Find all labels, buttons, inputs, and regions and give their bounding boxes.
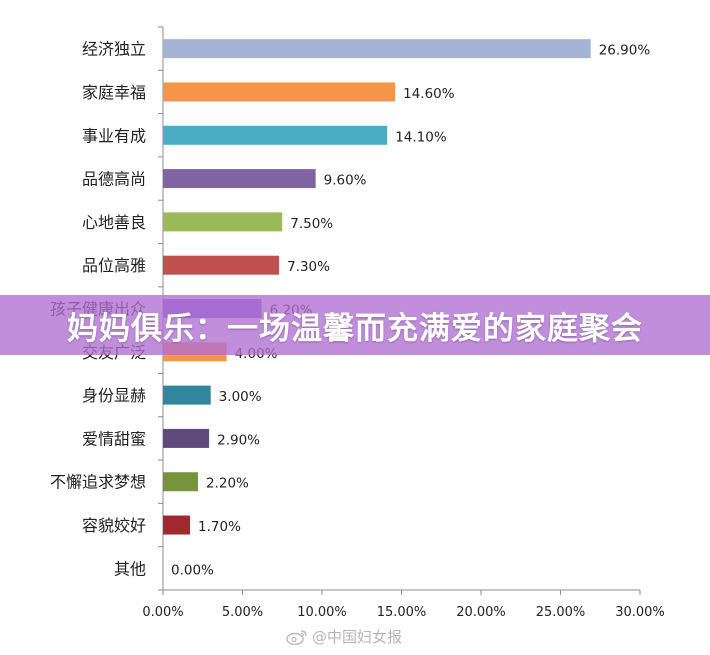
category-label: 品德高尚 bbox=[82, 170, 146, 189]
category-label: 爱情甜蜜 bbox=[82, 429, 146, 448]
bar bbox=[163, 428, 210, 448]
category-label: 经济独立 bbox=[82, 40, 146, 59]
value-label: 7.50% bbox=[290, 216, 333, 232]
x-tick-label: 30.00% bbox=[615, 605, 665, 620]
value-label: 2.20% bbox=[206, 476, 249, 492]
category-label: 容貌姣好 bbox=[82, 516, 146, 535]
value-label: 3.00% bbox=[219, 389, 262, 405]
value-label: 14.60% bbox=[403, 86, 455, 102]
watermark-text: @中国妇女报 bbox=[312, 628, 403, 646]
watermark: @中国妇女报 bbox=[286, 626, 402, 647]
bar bbox=[163, 212, 283, 232]
category-label: 心地善良 bbox=[82, 213, 146, 232]
value-label: 9.60% bbox=[324, 173, 367, 189]
category-label: 家庭幸福 bbox=[82, 83, 146, 102]
bar bbox=[163, 125, 388, 145]
x-tick-labels: 0.00% 5.00% 10.00% 15.00% 20.00% 25.00% 30.00% bbox=[142, 605, 664, 620]
x-tick-label: 20.00% bbox=[456, 605, 506, 620]
x-tick-label: 15.00% bbox=[377, 605, 427, 620]
bar bbox=[163, 82, 396, 102]
bar bbox=[163, 255, 280, 275]
bar bbox=[163, 39, 591, 59]
bar bbox=[163, 472, 198, 492]
bar bbox=[163, 169, 316, 189]
x-tick-label: 25.00% bbox=[536, 605, 586, 620]
value-label: 26.90% bbox=[599, 43, 651, 59]
bar bbox=[163, 515, 191, 535]
value-label: 1.70% bbox=[198, 519, 241, 535]
banner-title: 妈妈俱乐：一场温馨而充满爱的家庭聚会 bbox=[67, 310, 643, 347]
category-labels: 经济独立家庭幸福事业有成品德高尚心地善良品位高雅孩子健康出众交友广泛身份显赫爱情… bbox=[50, 40, 146, 579]
category-label: 事业有成 bbox=[82, 126, 146, 145]
title-banner: 妈妈俱乐：一场温馨而充满爱的家庭聚会 bbox=[0, 295, 710, 355]
value-label: 7.30% bbox=[287, 259, 330, 275]
value-label: 0.00% bbox=[171, 562, 214, 578]
value-label: 14.10% bbox=[395, 129, 447, 145]
bar bbox=[163, 385, 211, 405]
category-label: 身份显赫 bbox=[82, 386, 146, 405]
x-tick-label: 0.00% bbox=[142, 605, 183, 620]
weibo-icon bbox=[286, 629, 307, 645]
value-label: 2.90% bbox=[217, 432, 260, 448]
category-label: 其他 bbox=[114, 559, 146, 578]
category-label: 不懈追求梦想 bbox=[50, 473, 146, 492]
x-tick-label: 5.00% bbox=[222, 605, 263, 620]
x-tick-label: 10.00% bbox=[297, 605, 347, 620]
chart-bars bbox=[163, 39, 591, 535]
category-label: 品位高雅 bbox=[82, 256, 146, 275]
